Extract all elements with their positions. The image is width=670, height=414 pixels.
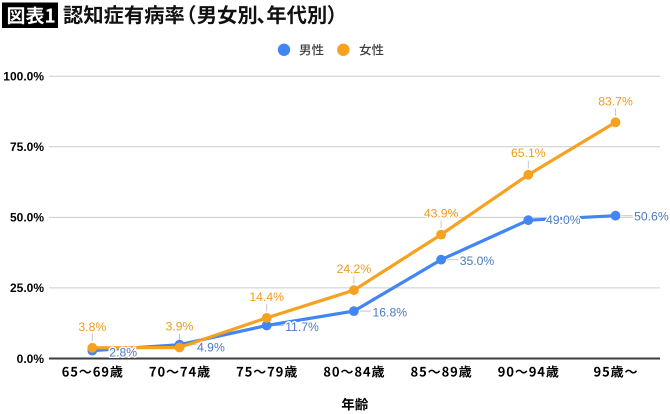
- svg-text:2.8%: 2.8%: [109, 345, 137, 359]
- svg-text:16.8%: 16.8%: [373, 305, 408, 319]
- svg-text:65.1%: 65.1%: [511, 146, 546, 160]
- svg-text:3.9%: 3.9%: [166, 320, 194, 334]
- svg-text:4.9%: 4.9%: [197, 341, 225, 355]
- svg-text:14.4%: 14.4%: [249, 290, 284, 304]
- svg-text:50.0%: 50.0%: [10, 211, 44, 225]
- svg-text:83.7%: 83.7%: [598, 94, 633, 108]
- svg-text:49.0%: 49.0%: [546, 213, 581, 227]
- svg-text:11.7%: 11.7%: [285, 320, 319, 334]
- svg-text:100.0%: 100.0%: [3, 70, 44, 84]
- svg-text:25.0%: 25.0%: [10, 281, 44, 295]
- svg-text:24.2%: 24.2%: [337, 262, 372, 276]
- svg-text:35.0%: 35.0%: [460, 254, 495, 268]
- svg-text:3.8%: 3.8%: [78, 320, 106, 334]
- svg-text:75.0%: 75.0%: [10, 140, 44, 154]
- svg-text:0.0%: 0.0%: [17, 352, 45, 366]
- svg-text:43.9%: 43.9%: [424, 207, 459, 221]
- svg-text:50.6%: 50.6%: [634, 210, 669, 224]
